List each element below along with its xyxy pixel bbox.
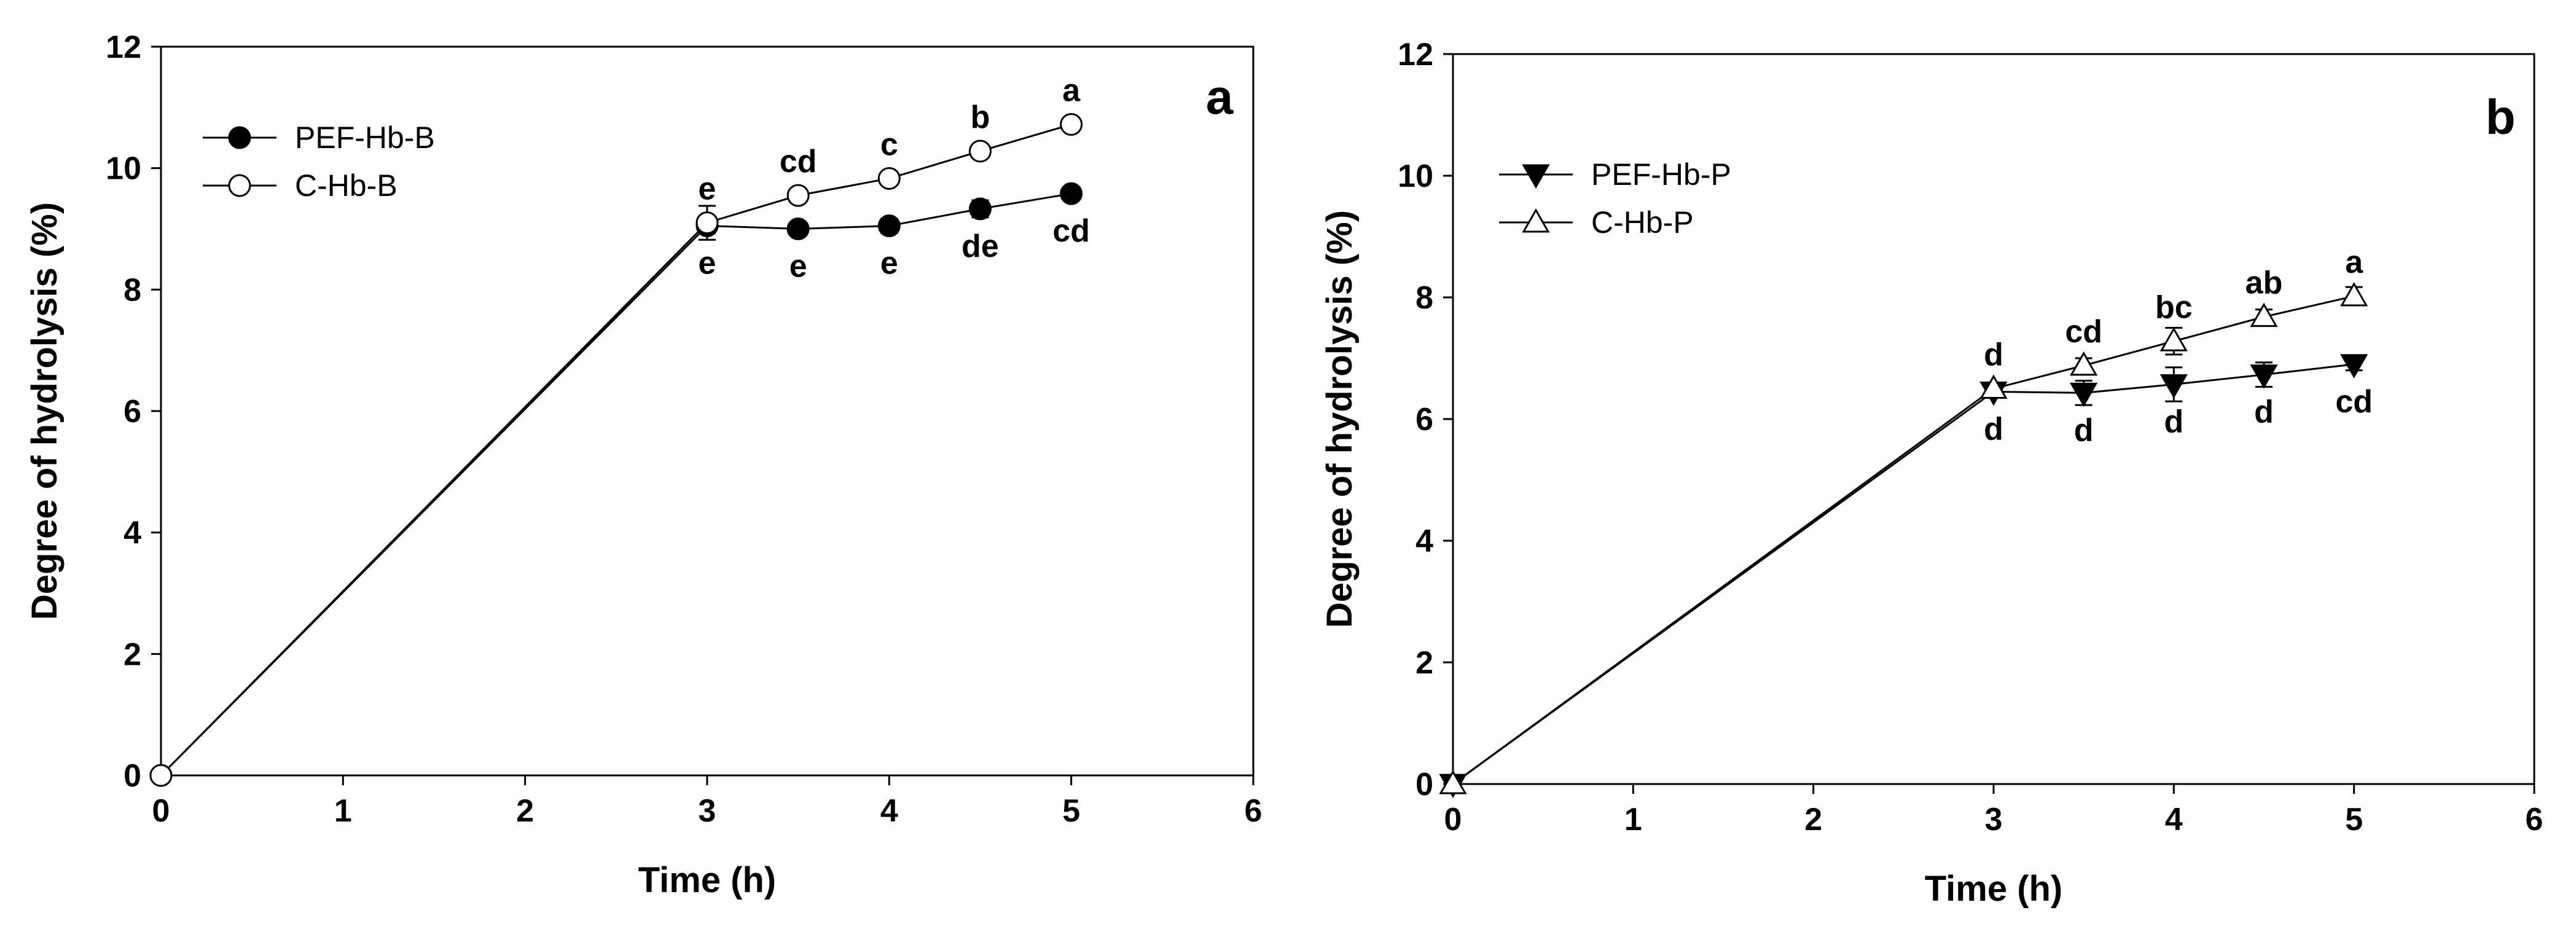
y-tick-label: 10 xyxy=(106,151,141,187)
series-pef-hb-p: d d d d cd xyxy=(1439,354,2373,799)
data-point xyxy=(2340,354,2368,378)
x-tick-label: 6 xyxy=(2526,802,2543,837)
significance-label: e xyxy=(699,246,716,281)
series-line xyxy=(160,192,1071,777)
data-point xyxy=(2250,302,2278,327)
legend-marker xyxy=(1522,208,1550,233)
y-tick-label: 4 xyxy=(123,516,141,551)
data-point xyxy=(969,197,992,221)
x-tick-label: 1 xyxy=(1624,802,1642,837)
x-axis-title: Time (h) xyxy=(1925,869,2063,909)
significance-label: b xyxy=(971,100,990,135)
significance-label: c xyxy=(880,127,898,162)
significance-label: bc xyxy=(2155,289,2193,325)
data-point xyxy=(2070,351,2098,376)
significance-label: e xyxy=(880,246,898,281)
significance-label: e xyxy=(789,249,807,284)
significance-label: cd xyxy=(780,144,817,179)
data-point xyxy=(969,139,992,163)
significance-label: d xyxy=(2254,394,2274,430)
y-tick-label: 0 xyxy=(123,758,141,794)
x-tick-label: 2 xyxy=(516,793,534,829)
series-line xyxy=(160,124,1072,777)
legend-entry: PEF-Hb-B xyxy=(203,120,435,155)
y-tick-label: 6 xyxy=(1415,402,1433,437)
series-pef-hb-b: e e e de cd xyxy=(149,182,1090,787)
legend-entry: C-Hb-B xyxy=(203,168,397,203)
series-c-hb-p: d cd bc ab a xyxy=(1439,245,2368,794)
significance-label: cd xyxy=(2335,384,2373,420)
y-axis-title: Degree of hydrolysis (%) xyxy=(25,202,65,620)
data-point xyxy=(877,214,901,238)
significance-label: cd xyxy=(2065,314,2102,350)
x-tick-label: 3 xyxy=(699,793,716,829)
legend-label: C-Hb-P xyxy=(1591,205,1694,240)
x-tick-label: 4 xyxy=(2165,802,2183,837)
significance-label: d xyxy=(1984,411,2003,447)
significance-label: a xyxy=(2345,245,2363,280)
y-axis-title: Degree of hydrolysis (%) xyxy=(1320,210,1360,628)
x-tick-label: 3 xyxy=(1985,802,2003,837)
panel-letter: a xyxy=(1206,69,1234,124)
x-tick-label: 5 xyxy=(2345,802,2363,837)
data-point xyxy=(2250,364,2278,389)
plot-frame xyxy=(160,45,1255,777)
series-c-hb-b: e cd c b a xyxy=(149,73,1083,787)
data-point xyxy=(877,167,901,190)
data-point xyxy=(2159,327,2188,351)
panel-letter: b xyxy=(2486,90,2516,144)
y-tick-label: 4 xyxy=(1415,523,1433,559)
x-tick-label: 6 xyxy=(1245,793,1263,829)
y-tick-label: 12 xyxy=(106,29,141,65)
significance-label: d xyxy=(2074,412,2094,448)
legend-label: C-Hb-B xyxy=(295,168,397,203)
data-point xyxy=(149,764,173,787)
y-tick-label: 12 xyxy=(1398,37,1433,73)
y-tick-label: 6 xyxy=(123,394,141,429)
y-tick-label: 8 xyxy=(1415,280,1433,316)
data-point xyxy=(786,218,810,240)
significance-label: ab xyxy=(2245,265,2283,301)
data-point xyxy=(1439,769,1467,794)
legend-marker xyxy=(228,174,251,197)
data-point xyxy=(1979,374,2008,399)
x-tick-label: 4 xyxy=(880,793,898,829)
data-point xyxy=(2159,374,2188,399)
y-tick-label: 10 xyxy=(1398,159,1433,194)
series-line xyxy=(1452,363,2354,785)
legend-entry: C-Hb-P xyxy=(1499,205,1694,240)
significance-label: cd xyxy=(1052,213,1090,249)
y-tick-label: 2 xyxy=(1415,645,1433,681)
x-axis-title: Time (h) xyxy=(638,860,777,900)
data-point xyxy=(1060,113,1083,136)
x-tick-label: 2 xyxy=(1804,802,1822,837)
legend-label: PEF-Hb-B xyxy=(295,120,435,155)
significance-label: a xyxy=(1062,73,1081,109)
data-point xyxy=(2070,382,2098,407)
significance-label: d xyxy=(1984,337,2003,373)
x-tick-label: 0 xyxy=(1444,802,1462,837)
data-point xyxy=(786,184,810,207)
y-tick-label: 0 xyxy=(1415,767,1433,802)
significance-label: e xyxy=(699,171,716,207)
legend-marker xyxy=(228,126,251,149)
y-tick-label: 2 xyxy=(123,637,141,672)
legend-label: PEF-Hb-P xyxy=(1591,157,1731,192)
series-line xyxy=(1452,295,2355,785)
x-tick-label: 0 xyxy=(152,793,170,829)
data-point xyxy=(2340,281,2368,307)
data-point xyxy=(695,211,719,235)
legend-marker xyxy=(1522,164,1550,189)
legend-entry: PEF-Hb-P xyxy=(1499,157,1731,192)
significance-label: d xyxy=(2164,404,2183,440)
data-point xyxy=(1060,182,1083,205)
x-tick-label: 1 xyxy=(334,793,352,829)
x-tick-label: 5 xyxy=(1062,793,1080,829)
significance-label: de xyxy=(961,229,999,264)
y-tick-label: 8 xyxy=(123,272,141,308)
